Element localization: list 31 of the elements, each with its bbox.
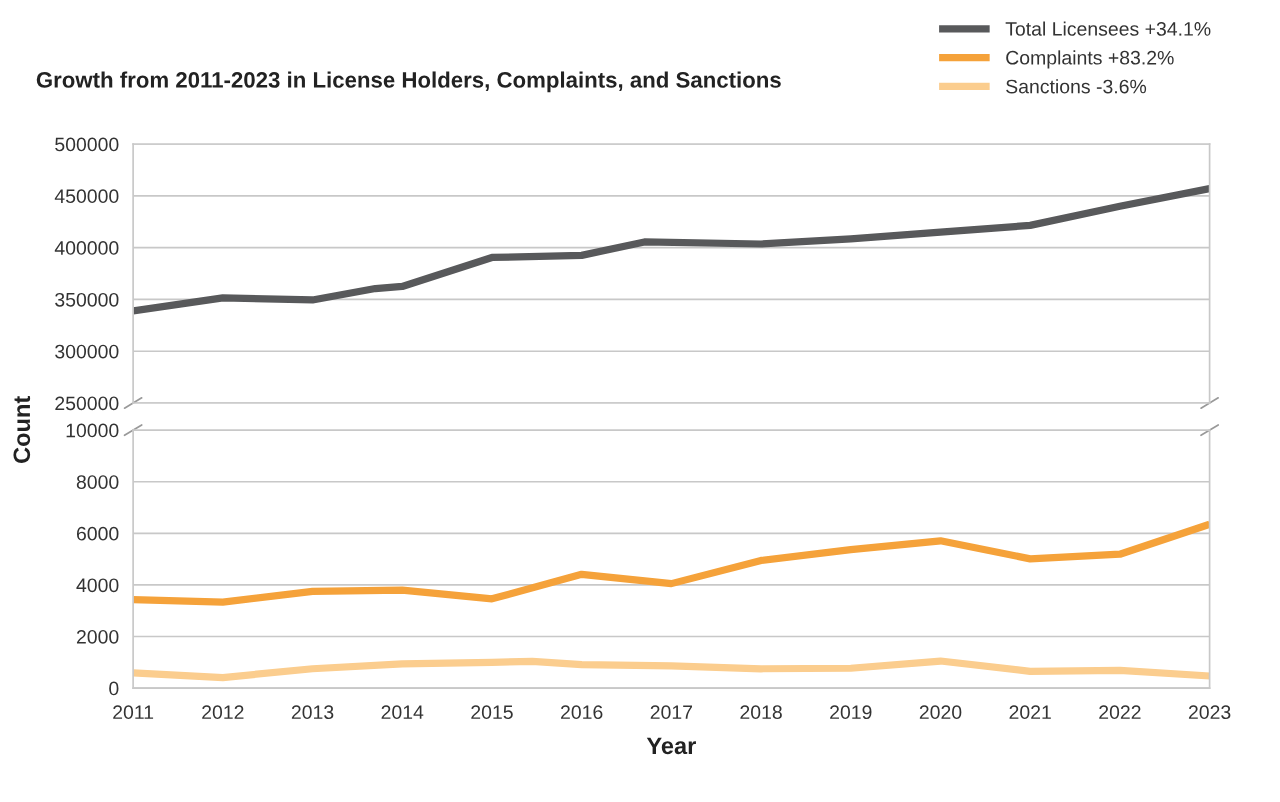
legend-label: Sanctions -3.6%: [1006, 79, 1147, 94]
x-tick-label: 2017: [650, 705, 693, 720]
y-tick-label: 300000: [55, 344, 119, 359]
x-tick-label: 2018: [740, 705, 782, 720]
x-tick-label: 2021: [1009, 705, 1051, 720]
y-tick-label: 500000: [55, 137, 119, 152]
legend-label: Complaints +83.2%: [1006, 50, 1174, 69]
y-tick-label: 350000: [55, 292, 119, 307]
y-tick-label: 2000: [76, 629, 119, 644]
y-tick-label: 400000: [54, 241, 119, 255]
x-tick-label: 2016: [561, 705, 603, 720]
legend-label: Total Licensees +34.1%: [1005, 21, 1211, 36]
y-tick-label: 10000: [66, 423, 119, 438]
x-tick-label: 2023: [1188, 705, 1231, 720]
chart-title: Growth from 2011-2023 in License Holders, Complaints, and Sanctions: [36, 71, 781, 93]
y-tick-label: 6000: [76, 526, 119, 541]
x-axis-title: Year: [646, 737, 696, 755]
y-tick-label: 0: [109, 681, 119, 696]
y-tick-label: 8000: [76, 475, 119, 489]
x-tick-label: 2014: [381, 705, 424, 720]
x-tick-label: 2013: [291, 705, 334, 720]
x-tick-label: 2019: [830, 705, 872, 720]
y-axis-title: Count: [13, 396, 31, 463]
x-tick-label: 2012: [202, 705, 244, 720]
x-tick-label: 2022: [1099, 705, 1141, 720]
x-tick-label: 2020: [919, 705, 962, 720]
y-tick-label: 4000: [76, 578, 119, 593]
y-tick-label: 450000: [54, 189, 119, 204]
x-tick-label: 2011: [113, 705, 154, 720]
y-tick-label: 250000: [55, 396, 119, 411]
x-tick-label: 2015: [471, 705, 513, 720]
